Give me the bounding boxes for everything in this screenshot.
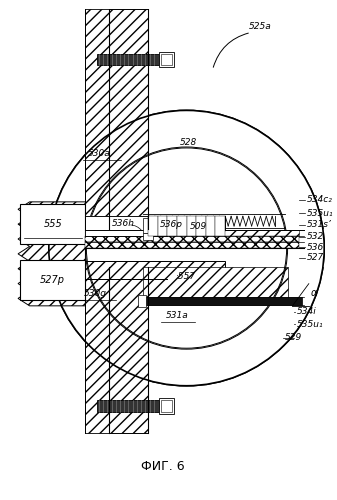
Text: 527: 527 [307, 253, 324, 262]
Text: 536p: 536p [159, 220, 183, 230]
Wedge shape [144, 344, 176, 385]
Bar [97, 54, 159, 65]
Wedge shape [237, 129, 279, 173]
Bar [159, 52, 174, 67]
Bar [85, 10, 110, 229]
Bar [110, 268, 148, 433]
Wedge shape [49, 220, 88, 248]
Text: 528: 528 [180, 138, 197, 146]
Text: 534i: 534i [297, 307, 317, 316]
Wedge shape [279, 192, 321, 227]
Text: 525a: 525a [249, 22, 272, 31]
Bar [160, 400, 172, 411]
Wedge shape [94, 323, 136, 368]
Wedge shape [118, 117, 155, 160]
Bar [20, 260, 85, 300]
Bar [85, 268, 110, 433]
Text: 555: 555 [43, 219, 62, 229]
Wedge shape [86, 148, 287, 248]
Bar [196, 216, 206, 236]
Bar [143, 218, 153, 232]
Wedge shape [52, 192, 94, 227]
Wedge shape [254, 308, 298, 350]
Wedge shape [61, 289, 105, 329]
Text: 509: 509 [189, 222, 207, 232]
Wedge shape [75, 146, 119, 188]
Wedge shape [197, 111, 229, 152]
Bar [160, 54, 172, 65]
Bar [97, 400, 159, 411]
Bar [143, 232, 153, 240]
Bar [177, 216, 186, 236]
Bar [167, 216, 177, 236]
Polygon shape [18, 202, 85, 306]
Circle shape [49, 110, 324, 386]
Wedge shape [268, 167, 312, 207]
Bar [143, 268, 287, 298]
Wedge shape [61, 167, 105, 207]
Text: ФИГ. 6: ФИГ. 6 [141, 460, 185, 473]
Wedge shape [144, 111, 176, 152]
Text: 530g: 530g [84, 289, 106, 298]
Text: 529: 529 [285, 333, 302, 342]
Bar [143, 297, 302, 305]
Wedge shape [75, 308, 119, 350]
Wedge shape [285, 248, 324, 276]
Bar [85, 260, 225, 279]
Wedge shape [172, 348, 201, 386]
Bar [186, 216, 196, 236]
Wedge shape [254, 146, 298, 188]
Wedge shape [285, 220, 324, 248]
Text: 534c₂: 534c₂ [307, 196, 333, 204]
Bar [85, 230, 299, 235]
Text: 535u₁: 535u₁ [307, 209, 334, 218]
Text: 527p: 527p [40, 275, 65, 285]
Bar [158, 216, 167, 236]
Wedge shape [197, 344, 229, 385]
Bar [85, 216, 167, 236]
Wedge shape [279, 269, 321, 304]
Bar [139, 296, 146, 307]
Text: ·557: ·557 [176, 272, 196, 281]
Wedge shape [118, 336, 155, 379]
Text: 531s’: 531s’ [307, 220, 332, 230]
Bar [159, 398, 174, 413]
Wedge shape [49, 248, 88, 276]
Text: 536h: 536h [112, 218, 134, 228]
Wedge shape [86, 248, 287, 348]
Bar [215, 216, 225, 236]
Text: 532: 532 [307, 232, 324, 241]
Wedge shape [218, 117, 255, 160]
Bar [153, 218, 162, 232]
Wedge shape [172, 110, 201, 148]
Bar [20, 204, 85, 244]
Text: 530a: 530a [88, 149, 110, 158]
Bar [85, 242, 299, 248]
Text: 536: 536 [307, 242, 324, 252]
Bar [110, 229, 324, 268]
Bar [85, 236, 299, 242]
Wedge shape [94, 129, 136, 173]
Text: 531a: 531a [165, 311, 188, 320]
Bar [85, 216, 225, 236]
Bar [148, 216, 158, 236]
Wedge shape [268, 289, 312, 329]
Bar [206, 216, 215, 236]
Wedge shape [52, 269, 94, 304]
Text: α: α [311, 288, 317, 298]
Bar [110, 10, 148, 229]
Wedge shape [237, 323, 279, 368]
Text: 535u₁: 535u₁ [297, 320, 324, 328]
Wedge shape [218, 336, 255, 379]
